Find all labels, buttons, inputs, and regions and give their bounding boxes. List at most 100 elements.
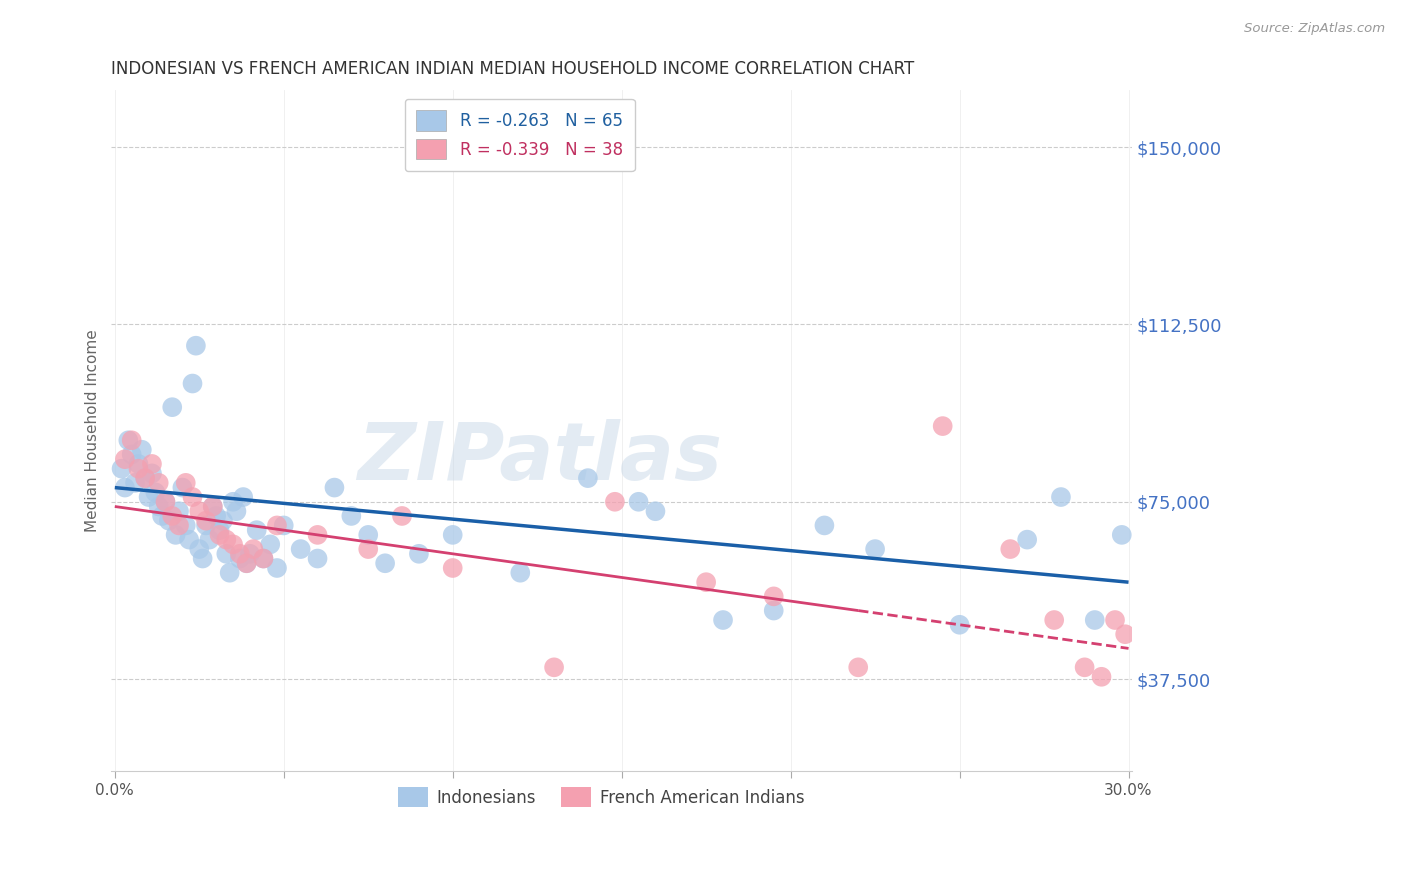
Point <box>1104 613 1126 627</box>
Point <box>127 457 149 471</box>
Point <box>1000 542 1022 557</box>
Point <box>138 490 160 504</box>
Point <box>266 561 288 575</box>
Point <box>391 508 413 523</box>
Point <box>1073 660 1095 674</box>
Point <box>208 523 231 537</box>
Text: Source: ZipAtlas.com: Source: ZipAtlas.com <box>1244 22 1385 36</box>
Point <box>117 434 139 448</box>
Point <box>208 528 231 542</box>
Point <box>179 533 201 547</box>
Point <box>711 613 734 627</box>
Point <box>141 467 163 481</box>
Point <box>215 533 238 547</box>
Point <box>181 376 204 391</box>
Point <box>509 566 531 580</box>
Point <box>357 528 380 542</box>
Point <box>1090 670 1112 684</box>
Point <box>931 419 953 434</box>
Point <box>191 551 214 566</box>
Point <box>184 339 207 353</box>
Point <box>201 500 224 514</box>
Point <box>215 547 238 561</box>
Point <box>441 561 464 575</box>
Point <box>162 508 184 523</box>
Point <box>174 475 197 490</box>
Point <box>150 508 173 523</box>
Point <box>576 471 599 485</box>
Point <box>222 495 245 509</box>
Point <box>846 660 869 674</box>
Point <box>1050 490 1073 504</box>
Point <box>188 542 211 557</box>
Point <box>110 461 132 475</box>
Point <box>167 518 190 533</box>
Point <box>134 471 156 485</box>
Point <box>242 542 264 557</box>
Point <box>948 617 970 632</box>
Point <box>201 500 224 514</box>
Point <box>307 528 329 542</box>
Point <box>195 514 218 528</box>
Point <box>174 518 197 533</box>
Point <box>323 481 346 495</box>
Point <box>148 500 170 514</box>
Point <box>218 566 240 580</box>
Point <box>127 461 149 475</box>
Point <box>235 556 257 570</box>
Point <box>232 490 254 504</box>
Point <box>188 504 211 518</box>
Point <box>155 495 177 509</box>
Point <box>863 542 886 557</box>
Point <box>543 660 565 674</box>
Point <box>212 514 235 528</box>
Point <box>165 528 187 542</box>
Legend: Indonesians, French American Indians: Indonesians, French American Indians <box>392 780 811 814</box>
Point <box>114 481 136 495</box>
Point <box>246 523 269 537</box>
Point <box>148 475 170 490</box>
Point <box>1114 627 1136 641</box>
Point <box>1111 528 1133 542</box>
Point <box>121 447 143 461</box>
Text: ZIPatlas: ZIPatlas <box>357 419 723 497</box>
Point <box>441 528 464 542</box>
Point <box>644 504 666 518</box>
Point <box>273 518 295 533</box>
Text: INDONESIAN VS FRENCH AMERICAN INDIAN MEDIAN HOUSEHOLD INCOME CORRELATION CHART: INDONESIAN VS FRENCH AMERICAN INDIAN MED… <box>111 60 915 78</box>
Point <box>239 547 262 561</box>
Point <box>205 508 228 523</box>
Point <box>134 471 156 485</box>
Point <box>229 547 252 561</box>
Point <box>172 481 194 495</box>
Point <box>307 551 329 566</box>
Point <box>695 575 717 590</box>
Point <box>167 504 190 518</box>
Y-axis label: Median Household Income: Median Household Income <box>86 329 100 533</box>
Point <box>229 551 252 566</box>
Point <box>813 518 835 533</box>
Point <box>114 452 136 467</box>
Point <box>235 556 257 570</box>
Point <box>195 518 218 533</box>
Point <box>1017 533 1039 547</box>
Point <box>157 514 180 528</box>
Point <box>198 533 221 547</box>
Point <box>603 495 626 509</box>
Point <box>290 542 312 557</box>
Point <box>121 434 143 448</box>
Point <box>131 442 153 457</box>
Point <box>252 551 274 566</box>
Point <box>374 556 396 570</box>
Point <box>155 495 177 509</box>
Point <box>340 508 363 523</box>
Point <box>162 400 184 414</box>
Point <box>627 495 650 509</box>
Point <box>762 603 785 617</box>
Point <box>408 547 430 561</box>
Point <box>266 518 288 533</box>
Point <box>357 542 380 557</box>
Point <box>1043 613 1066 627</box>
Point <box>181 490 204 504</box>
Point <box>141 457 163 471</box>
